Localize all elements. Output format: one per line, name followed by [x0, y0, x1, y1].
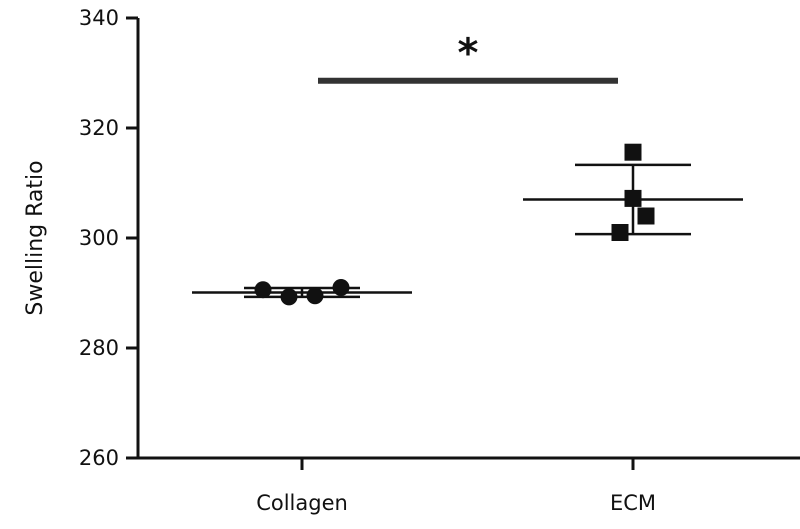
axes: Swelling Ratio: [23, 18, 800, 460]
y-axis-title: Swelling Ratio: [23, 160, 48, 315]
y-tick-label-280: 280: [79, 336, 119, 360]
x-tick-label-ecm: ECM: [610, 491, 656, 515]
y-ticks: 260 280 300 320 340: [79, 6, 138, 470]
point-collagen-3: [306, 287, 324, 305]
point-ecm-3: [637, 207, 655, 225]
point-ecm-1: [624, 143, 642, 161]
data-layer: [192, 143, 743, 306]
significance: *: [318, 31, 618, 84]
series-ecm: [523, 143, 743, 241]
y-tick-label-320: 320: [79, 116, 119, 140]
significance-star: *: [458, 31, 479, 77]
series-collagen: [192, 279, 412, 306]
y-tick-label-300: 300: [79, 226, 119, 250]
point-collagen-2: [280, 288, 298, 306]
y-tick-label-340: 340: [79, 6, 119, 30]
x-categories: Collagen ECM: [256, 458, 656, 515]
point-collagen-1: [254, 281, 272, 299]
x-tick-label-collagen: Collagen: [256, 491, 348, 515]
point-ecm-4: [611, 224, 629, 241]
point-collagen-4: [332, 279, 350, 296]
point-ecm-2: [624, 189, 642, 207]
y-tick-label-260: 260: [79, 446, 119, 470]
